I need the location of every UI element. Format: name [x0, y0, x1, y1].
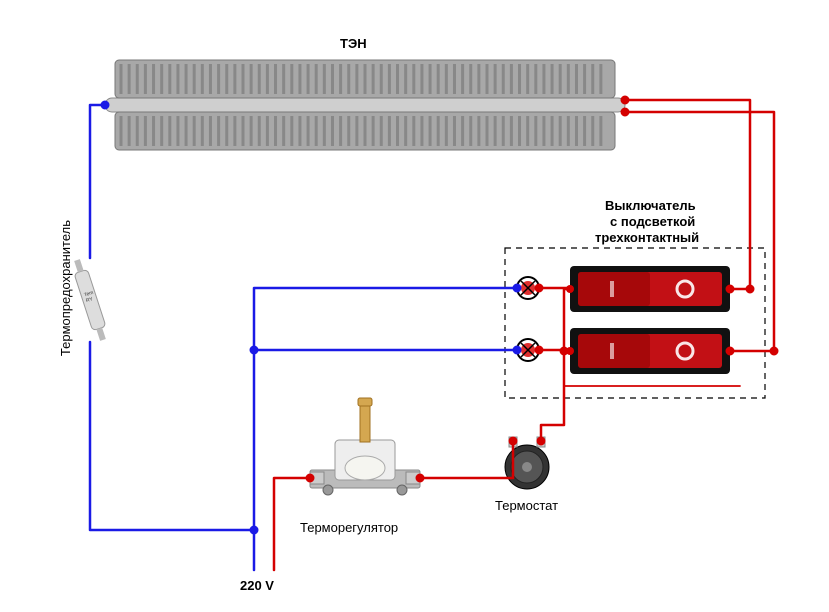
- thermoregulator-label: Терморегулятор: [300, 520, 398, 535]
- wire-node: [513, 284, 521, 292]
- switch-assembly: [505, 248, 765, 398]
- wire: [90, 342, 254, 530]
- voltage-label: 220 V: [240, 578, 274, 593]
- wire-node: [513, 346, 521, 354]
- switch-label-1: Выключатель: [605, 198, 696, 213]
- wire-node: [535, 284, 543, 292]
- heater-label: ТЭН: [340, 36, 367, 51]
- wire-node: [416, 474, 424, 482]
- switch-label-3: трехконтактный: [595, 230, 699, 245]
- fuse-label: Термопредохранитель: [58, 220, 73, 356]
- thermal-fuse: TemRY: [74, 259, 106, 341]
- wire-node: [306, 474, 314, 482]
- wire: [420, 441, 513, 478]
- wire-node: [101, 101, 109, 109]
- wire: [625, 100, 750, 289]
- rocker-switch: [566, 328, 734, 374]
- thermostat-label: Термостат: [495, 498, 558, 513]
- wire: [90, 105, 105, 258]
- switch-label-2: с подсветкой: [610, 214, 695, 229]
- wire: [541, 351, 564, 441]
- wire-node: [509, 437, 517, 445]
- wire-node: [770, 347, 778, 355]
- wire-node: [537, 437, 545, 445]
- heater-element: [101, 60, 629, 150]
- wire-node: [621, 96, 629, 104]
- wire-node: [726, 285, 734, 293]
- wire-node: [726, 347, 734, 355]
- wire-node: [250, 346, 258, 354]
- thermoregulator: [310, 398, 420, 495]
- wire-node: [621, 108, 629, 116]
- rocker-switch: [566, 266, 734, 312]
- wire-node: [746, 285, 754, 293]
- wire-node: [250, 526, 258, 534]
- wire-node: [535, 346, 543, 354]
- wiring-diagram: TemRY: [0, 0, 829, 612]
